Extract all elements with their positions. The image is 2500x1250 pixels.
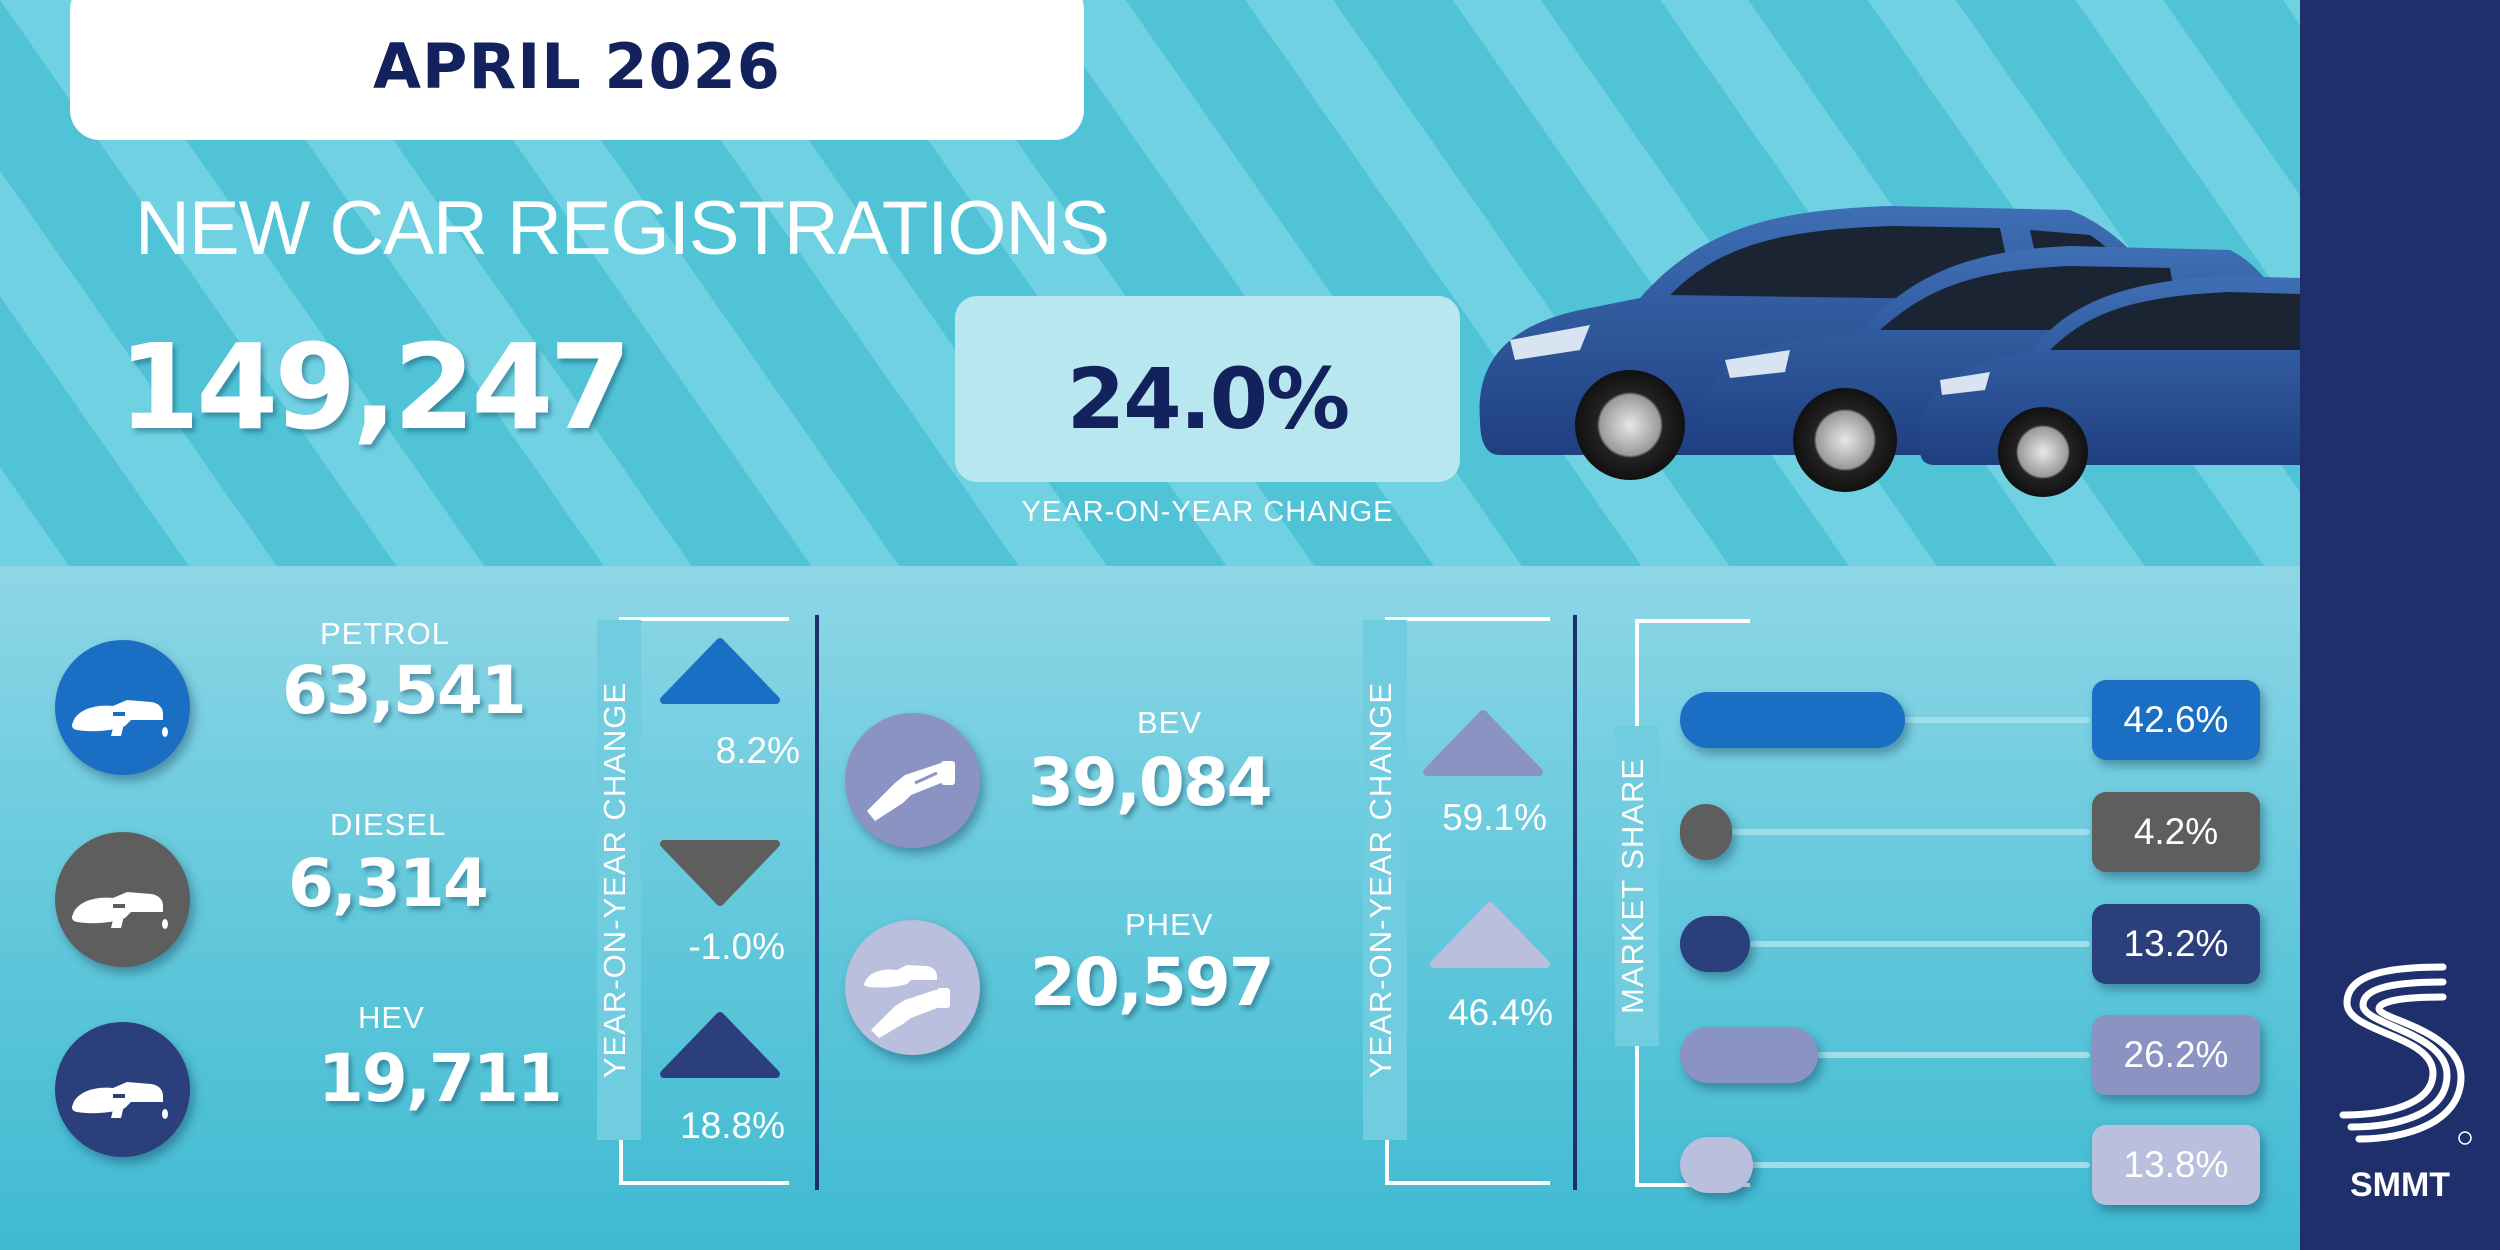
phev-icon-circle (845, 920, 980, 1055)
hev-change: 18.8% (680, 1105, 785, 1146)
yoy-badge (955, 296, 1460, 482)
month-title: APRIL 2026 (373, 30, 781, 103)
page-title: NEW CAR REGISTRATIONS (135, 186, 1110, 271)
share-value: 13.2% (2092, 904, 2260, 984)
petrol-value: 63,541 (282, 652, 527, 729)
diesel-change: -1.0% (688, 926, 785, 967)
market-share-label: MARKET SHARE (1615, 726, 1659, 1046)
diesel-label: DIESEL (330, 807, 447, 842)
share-track (1749, 1052, 2090, 1058)
bev-up-arrow-icon (1423, 710, 1543, 776)
divider-2 (1573, 615, 1577, 1190)
ev-plug-icon (867, 761, 955, 821)
phev-label: PHEV (1125, 907, 1214, 942)
bev-change: 59.1% (1442, 797, 1547, 838)
bev-label: BEV (1137, 705, 1203, 740)
hybrid-plug-pump-icon (864, 965, 950, 1038)
phev-change: 46.4% (1448, 992, 1553, 1033)
petrol-label: PETROL (320, 616, 451, 651)
total-registrations: 149,247 (118, 318, 631, 456)
diesel-icon-circle (55, 832, 190, 967)
car-small (1919, 276, 2300, 497)
fuel-pump-icon (72, 1082, 168, 1119)
hev-up-arrow-icon (660, 1012, 780, 1078)
share-bar (1680, 1027, 1819, 1083)
hev-icon-circle (55, 1022, 190, 1157)
divider-1 (815, 615, 819, 1190)
hev-value: 19,711 (318, 1040, 563, 1117)
yoy-axis-label-left: YEAR-ON-YEAR CHANGE (597, 620, 641, 1140)
stats-panel (0, 566, 2300, 1250)
share-value: 4.2% (2092, 792, 2260, 872)
petrol-up-arrow-icon (660, 638, 780, 704)
bev-value: 39,084 (1028, 744, 1273, 821)
petrol-icon-circle (55, 640, 190, 775)
share-bar (1680, 804, 1732, 860)
diesel-down-arrow-icon (660, 840, 780, 906)
yoy-change-label: YEAR-ON-YEAR CHANGE (1021, 496, 1394, 528)
share-bar (1680, 916, 1750, 972)
share-track (1706, 829, 2090, 835)
yoy-change-value: 24.0% (1066, 350, 1350, 448)
fuel-pump-icon (72, 700, 168, 737)
petrol-change: 8.2% (715, 730, 800, 771)
share-value: 26.2% (2092, 1015, 2260, 1095)
brand-name: SMMT (2349, 1166, 2451, 1204)
month-badge (70, 0, 1084, 140)
hev-label: HEV (358, 1000, 425, 1035)
smmt-logo-icon (2339, 963, 2472, 1145)
share-bar (1680, 1137, 1753, 1193)
fuel-pump-icon (72, 892, 168, 929)
phev-up-arrow-icon (1430, 902, 1550, 968)
share-value: 42.6% (2092, 680, 2260, 760)
share-track (1716, 1162, 2090, 1168)
share-value: 13.8% (2092, 1125, 2260, 1205)
share-track (1792, 717, 2090, 723)
bev-icon-circle (845, 713, 980, 848)
cars-illustration (1479, 206, 2300, 497)
yoy-bracket-right (1385, 617, 1550, 1185)
yoy-axis-label-right: YEAR-ON-YEAR CHANGE (1363, 620, 1407, 1140)
diesel-value: 6,314 (288, 845, 489, 922)
phev-value: 20,597 (1030, 944, 1275, 1021)
share-bar (1680, 692, 1905, 748)
share-track (1714, 941, 2090, 947)
